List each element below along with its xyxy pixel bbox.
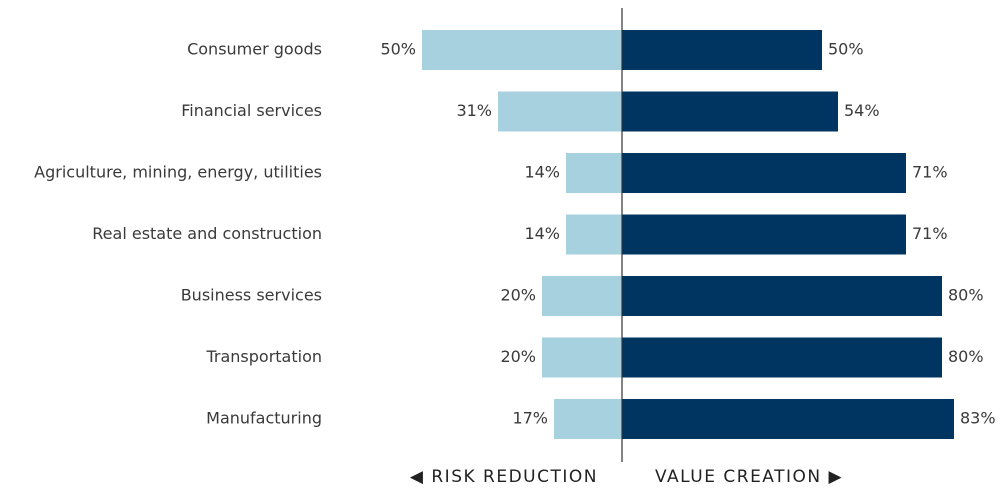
category-label: Financial services bbox=[181, 101, 322, 120]
value-label: 80% bbox=[948, 347, 984, 366]
bar bbox=[622, 337, 942, 378]
legend-label: ◀ RISK REDUCTION bbox=[410, 467, 598, 487]
value-label: 14% bbox=[524, 163, 560, 182]
value-label: 54% bbox=[844, 101, 880, 120]
legend-label: VALUE CREATION ▶ bbox=[655, 467, 843, 487]
bar bbox=[542, 337, 622, 378]
category-label: Real estate and construction bbox=[92, 224, 322, 243]
value-label: 31% bbox=[456, 101, 492, 120]
bar bbox=[622, 276, 942, 316]
value-label: 50% bbox=[828, 40, 864, 59]
category-label: Transportation bbox=[205, 347, 322, 366]
category-label: Agriculture, mining, energy, utilities bbox=[34, 163, 322, 182]
bar bbox=[622, 91, 838, 132]
category-label: Manufacturing bbox=[206, 409, 322, 428]
bar bbox=[542, 276, 622, 316]
value-label: 20% bbox=[500, 286, 536, 305]
category-label: Consumer goods bbox=[187, 40, 322, 59]
bar bbox=[422, 30, 622, 70]
value-label: 14% bbox=[524, 224, 560, 243]
category-label: Business services bbox=[181, 286, 322, 305]
value-label: 17% bbox=[512, 409, 548, 428]
value-label: 80% bbox=[948, 286, 984, 305]
bar bbox=[622, 399, 954, 439]
bar bbox=[498, 91, 622, 132]
bar bbox=[622, 30, 822, 70]
value-label: 71% bbox=[912, 224, 948, 243]
value-label: 20% bbox=[500, 347, 536, 366]
value-label: 71% bbox=[912, 163, 948, 182]
value-label: 83% bbox=[960, 409, 996, 428]
bar bbox=[566, 214, 622, 255]
bar bbox=[554, 399, 622, 439]
bar bbox=[566, 153, 622, 193]
value-label: 50% bbox=[380, 40, 416, 59]
bar bbox=[622, 214, 906, 255]
bar bbox=[622, 153, 906, 193]
